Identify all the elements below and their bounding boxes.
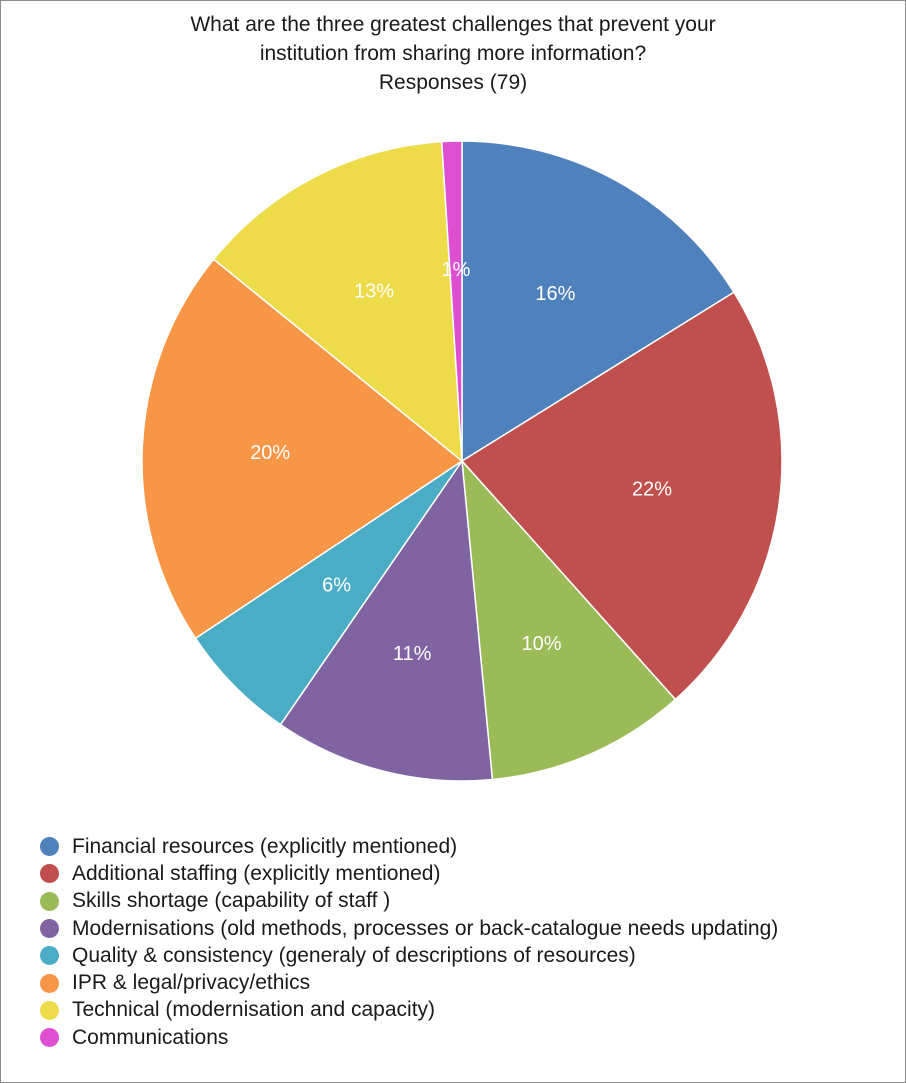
legend-label: Additional staffing (explicitly mentione… (72, 861, 441, 885)
legend-item: Quality & consistency (generaly of descr… (40, 942, 778, 969)
legend-item: Modernisations (old methods, processes o… (40, 915, 778, 942)
legend-marker (40, 1028, 59, 1048)
legend-marker (40, 946, 59, 966)
pie-slice (461, 458, 677, 781)
chart-title: What are the three greatest challenges t… (0, 10, 906, 97)
slice-data-label: 6% (322, 574, 351, 596)
slice-data-label: 1% (441, 259, 470, 281)
pie-slice (460, 291, 783, 701)
legend-label: Quality & consistency (generaly of descr… (72, 943, 636, 967)
legend-marker (40, 919, 59, 939)
slice-data-label: 20% (250, 442, 290, 464)
chart-legend: Financial resources (explicitly mentione… (40, 833, 778, 1051)
chart-title-line-1: What are the three greatest challenges t… (190, 13, 716, 36)
slice-data-label: 16% (535, 283, 575, 305)
pie-chart: 16% 22% 10% 11% 6% 20% 13% 1% (141, 140, 783, 782)
legend-label: IPR & legal/privacy/ethics (72, 971, 311, 995)
legend-label: Technical (modernisation and capacity) (72, 998, 436, 1022)
pie-slice (461, 140, 735, 463)
legend-marker (40, 1000, 59, 1020)
legend-marker (40, 864, 59, 884)
pie-slice (141, 258, 464, 640)
legend-item: Technical (modernisation and capacity) (40, 997, 778, 1024)
legend-marker (40, 891, 59, 911)
legend-label: Modernisations (old methods, processes o… (72, 916, 779, 940)
legend-item: Financial resources (explicitly mentione… (40, 833, 778, 860)
legend-label: Communications (72, 1025, 229, 1049)
legend-item: Skills shortage (capability of staff ) (40, 888, 778, 915)
legend-label: Skills shortage (capability of staff ) (72, 889, 391, 913)
pie-slice (194, 460, 463, 726)
slice-data-label: 13% (354, 280, 394, 302)
slice-data-label: 11% (393, 643, 432, 665)
slice-data-label: 22% (632, 478, 672, 500)
legend-marker (40, 973, 59, 993)
pie-slice (440, 140, 463, 462)
legend-item: IPR & legal/privacy/ethics (40, 969, 778, 996)
legend-item: Communications (40, 1024, 778, 1051)
chart-title-line-2: institution from sharing more informatio… (259, 42, 647, 65)
legend-marker (40, 837, 59, 857)
slice-data-label: 10% (522, 633, 562, 655)
pie-slice (279, 458, 494, 782)
legend-label: Financial resources (explicitly mentione… (72, 834, 458, 858)
chart-subtitle: Responses (79) (378, 71, 528, 94)
pie-slice (212, 140, 463, 463)
legend-item: Additional staffing (explicitly mentione… (40, 860, 778, 887)
